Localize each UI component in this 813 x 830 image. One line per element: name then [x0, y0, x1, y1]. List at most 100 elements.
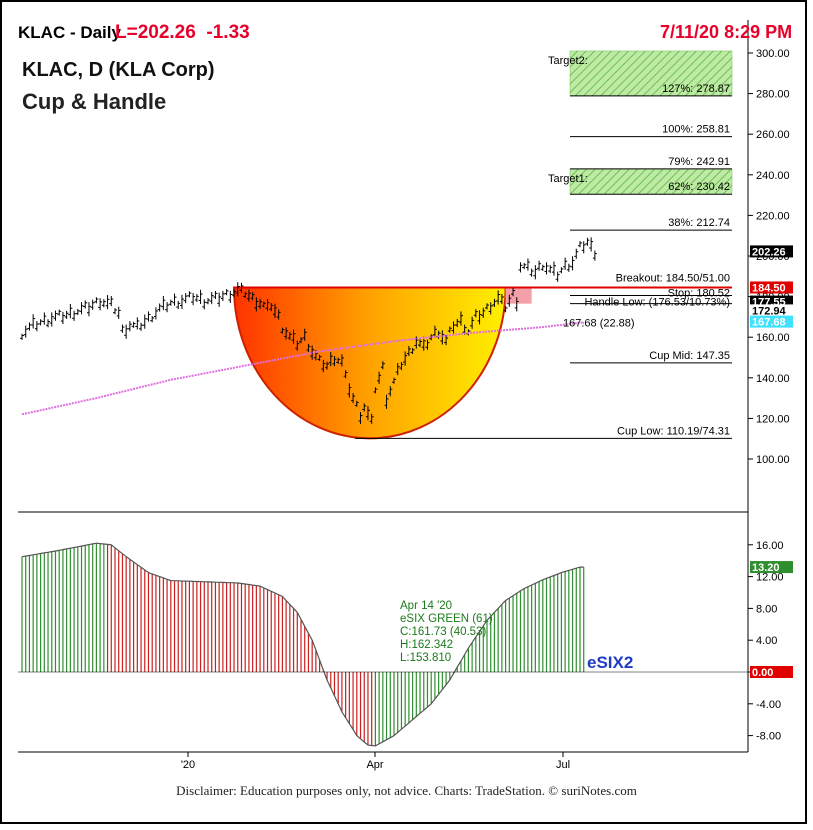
level-label: 167.68 (22.88)	[563, 318, 635, 330]
price-bar	[232, 289, 237, 298]
oscillator-title: eSIX2	[587, 653, 633, 672]
price-bar	[258, 298, 263, 309]
price-bar	[120, 324, 125, 333]
price-bar	[566, 263, 571, 272]
price-bar	[351, 393, 356, 404]
price-bar	[46, 319, 51, 328]
price-bar	[551, 261, 556, 276]
price-bar	[49, 312, 54, 327]
price-bar	[447, 326, 452, 333]
price-bar	[321, 359, 326, 373]
price-bar	[150, 316, 155, 323]
osc-zero-tag: 0.00	[752, 667, 773, 679]
price-bar	[183, 293, 188, 304]
price-bar	[83, 300, 88, 309]
price-bar	[243, 291, 248, 299]
timestamp: 7/11/20 8:29 PM	[660, 22, 793, 42]
price-bar	[75, 308, 80, 316]
price-bar	[414, 336, 419, 349]
level-label: 127%: 278.87	[662, 83, 730, 95]
price-axis-label: 300.00	[756, 48, 790, 60]
price-bar	[60, 311, 65, 325]
price-bar	[161, 295, 166, 311]
price-bar	[429, 334, 434, 341]
price-bar	[42, 312, 47, 325]
price-bar	[365, 406, 370, 421]
price-tag-bg	[750, 304, 793, 317]
price-bar	[537, 260, 542, 271]
price-bar	[555, 271, 560, 282]
level-label: Handle Low: (176.53/10.73%)	[584, 297, 730, 309]
handle-zone	[505, 287, 532, 304]
level-label: 100%: 258.81	[662, 124, 730, 136]
price-bar	[384, 394, 389, 409]
price-axis-label: 140.00	[756, 373, 790, 385]
price-bar	[246, 289, 251, 302]
target-zone-label: Target2:	[548, 55, 588, 67]
price-bar	[499, 293, 504, 305]
price-bar	[94, 297, 99, 304]
price-bar	[68, 303, 73, 319]
price-axis-label: 120.00	[756, 413, 790, 425]
target-zone-label: Target1:	[548, 173, 588, 185]
price-bar	[131, 321, 136, 328]
price-bar	[496, 290, 501, 305]
price-bar	[485, 303, 489, 310]
price-bar	[477, 310, 482, 325]
price-bar	[578, 241, 582, 248]
price-bar	[328, 352, 333, 367]
price-bar	[31, 314, 36, 329]
osc-axis-label: -4.00	[756, 699, 781, 711]
price-bar	[153, 307, 158, 320]
price-bar	[581, 241, 586, 254]
level-label: Stop: 180.52	[668, 288, 730, 300]
price-tag-bg	[750, 245, 793, 258]
price-bar	[548, 264, 553, 274]
price-bar	[109, 295, 114, 307]
price-bar	[261, 301, 266, 308]
price-bar	[27, 322, 32, 331]
osc-zero-tag-bg	[750, 666, 793, 678]
price-bar	[179, 294, 184, 309]
instrument-name: KLAC, D (KLA Corp)	[22, 59, 215, 81]
price-axis-label: 100.00	[756, 454, 790, 466]
price-axis-label: 220.00	[756, 210, 790, 222]
price-bar	[228, 290, 233, 303]
price-bar	[139, 322, 144, 331]
symbol-period: KLAC - Daily	[18, 23, 121, 42]
price-bar	[444, 334, 449, 346]
level-label: Cup Mid: 147.35	[649, 350, 730, 362]
price-bar	[310, 345, 315, 360]
price-bar	[492, 298, 497, 307]
price-bar	[343, 370, 348, 379]
price-bar	[269, 303, 274, 312]
price-bar	[451, 321, 456, 334]
price-bar	[224, 289, 229, 296]
price-axis-label: 280.00	[756, 89, 790, 101]
price-bar	[113, 308, 117, 315]
price-bar	[514, 297, 519, 312]
price-bar	[325, 361, 330, 370]
histogram-outline	[21, 542, 584, 747]
price-bar	[280, 327, 285, 334]
oscillator-annotation: C:161.73 (40.53)	[400, 626, 486, 638]
price-bar	[563, 257, 568, 270]
price-bar	[127, 321, 132, 332]
price-bar	[395, 362, 400, 376]
price-bar	[291, 329, 296, 344]
price-bar	[518, 262, 523, 273]
price-bar	[168, 299, 173, 306]
price-bar	[220, 290, 225, 301]
price-bar	[194, 293, 199, 303]
price-bar	[295, 340, 300, 351]
level-label: 38%: 212.74	[668, 217, 730, 229]
price-bar	[250, 292, 255, 301]
price-bar	[347, 383, 352, 398]
price-tag-label: 172.94	[752, 305, 787, 317]
osc-axis-label: -8.00	[756, 731, 781, 743]
target-zone-1	[569, 50, 733, 97]
price-bar	[473, 309, 478, 318]
disclaimer: Disclaimer: Education purposes only, not…	[176, 783, 637, 798]
price-bar	[525, 258, 530, 271]
